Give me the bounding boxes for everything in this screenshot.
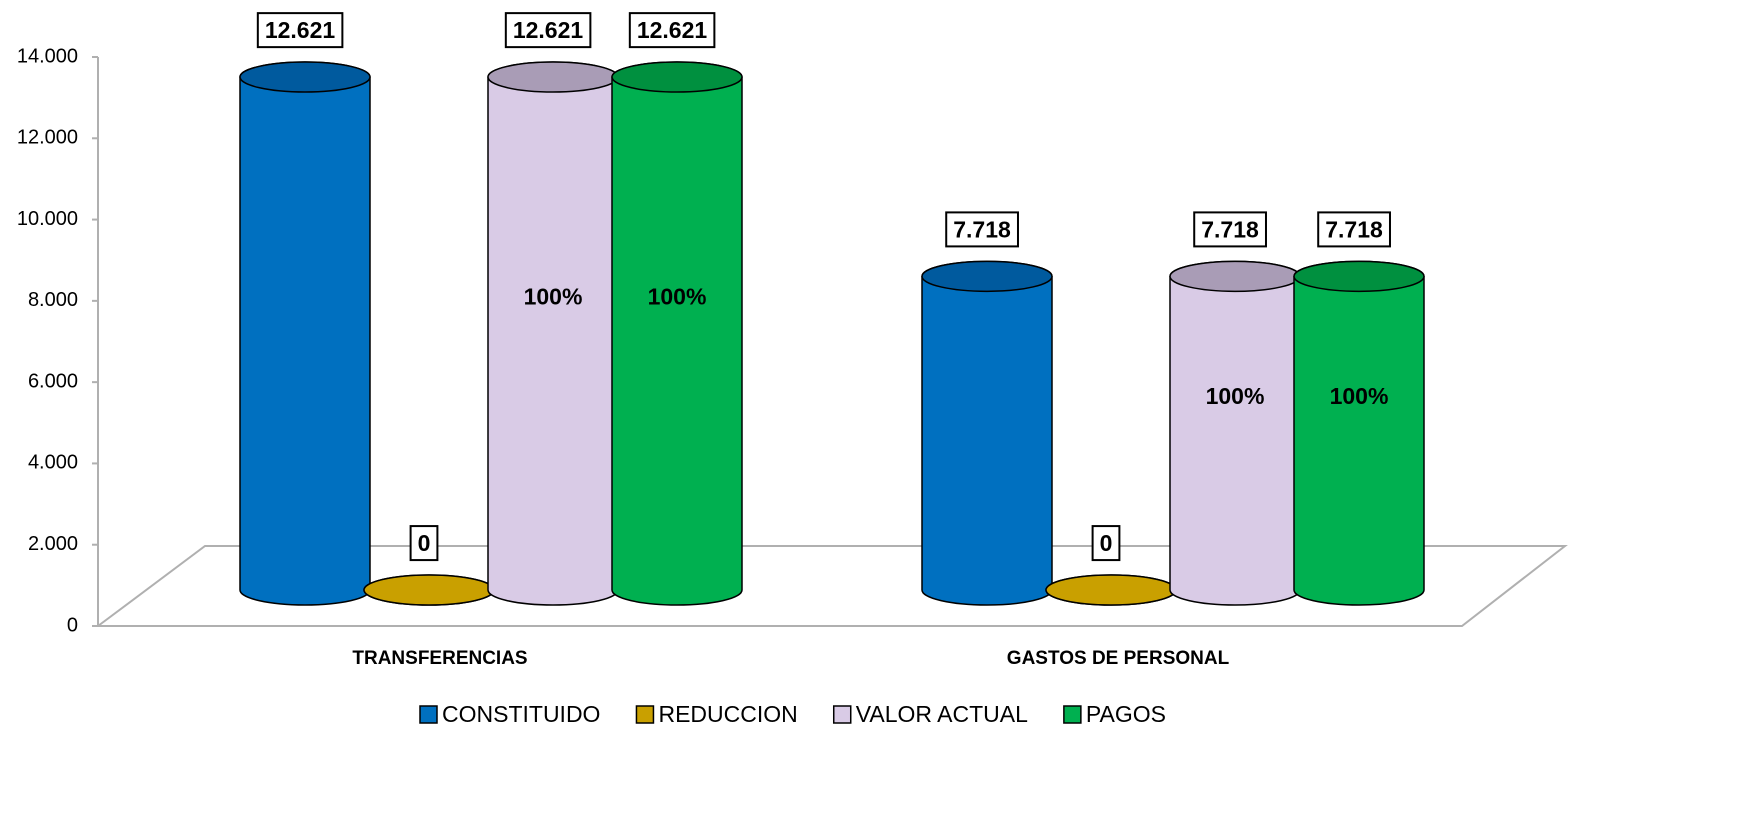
y-tick-label: 8.000 xyxy=(28,289,78,311)
value-label-box xyxy=(1317,211,1391,248)
cylinder-top xyxy=(1293,260,1425,293)
y-tick-label: 2.000 xyxy=(28,533,78,555)
legend-swatch xyxy=(832,705,852,724)
value-label: 7.718 xyxy=(953,216,1011,242)
legend-label: REDUCCION xyxy=(658,701,797,727)
percent-label: 100% xyxy=(524,284,583,310)
cylinder-top xyxy=(611,61,743,93)
value-label-box xyxy=(256,12,344,49)
value-label: 12.621 xyxy=(513,17,584,43)
value-label: 7.718 xyxy=(1201,216,1259,242)
cylinder xyxy=(611,61,743,606)
value-label-box xyxy=(1193,211,1267,248)
legend-swatch xyxy=(635,705,655,724)
value-label: 0 xyxy=(418,530,431,556)
y-tick-label: 10.000 xyxy=(17,208,78,230)
cylinder-top xyxy=(239,61,371,93)
value-label-box xyxy=(628,12,716,49)
x-tick-label: GASTOS DE PERSONAL xyxy=(1007,648,1230,669)
percent-label: 100% xyxy=(648,284,707,310)
cylinder-top xyxy=(487,61,619,93)
x-tick-label: TRANSFERENCIAS xyxy=(352,648,527,669)
legend-label: CONSTITUIDO xyxy=(442,701,600,727)
y-tick-label: 14.000 xyxy=(17,45,78,67)
cylinder-top xyxy=(363,574,495,606)
value-label-box xyxy=(945,211,1019,248)
percent-label: 100% xyxy=(1330,383,1389,409)
cylinder xyxy=(487,61,619,606)
percent-label: 100% xyxy=(1206,383,1265,409)
cylinder xyxy=(921,260,1053,606)
legend-swatch xyxy=(419,705,438,724)
value-label: 12.621 xyxy=(637,17,708,43)
value-label-box xyxy=(504,12,592,49)
cylinder xyxy=(1169,260,1301,606)
legend-label: VALOR ACTUAL xyxy=(856,701,1028,727)
y-tick-label: 0 xyxy=(67,614,78,636)
cylinder xyxy=(239,61,371,606)
value-label: 7.718 xyxy=(1325,216,1383,242)
cylinder-top xyxy=(921,260,1053,293)
y-tick-label: 12.000 xyxy=(17,127,78,149)
value-label: 12.621 xyxy=(265,17,336,43)
legend-label: PAGOS xyxy=(1086,701,1166,727)
cylinder-top xyxy=(1169,260,1301,293)
cylinder xyxy=(1293,260,1425,606)
value-label: 0 xyxy=(1100,530,1113,556)
value-label-box xyxy=(409,525,439,562)
value-label-box xyxy=(1091,525,1121,562)
y-tick-label: 4.000 xyxy=(28,452,78,474)
y-tick-label: 6.000 xyxy=(28,370,78,392)
legend-swatch xyxy=(1063,705,1082,724)
cylinder-top xyxy=(1045,574,1177,606)
